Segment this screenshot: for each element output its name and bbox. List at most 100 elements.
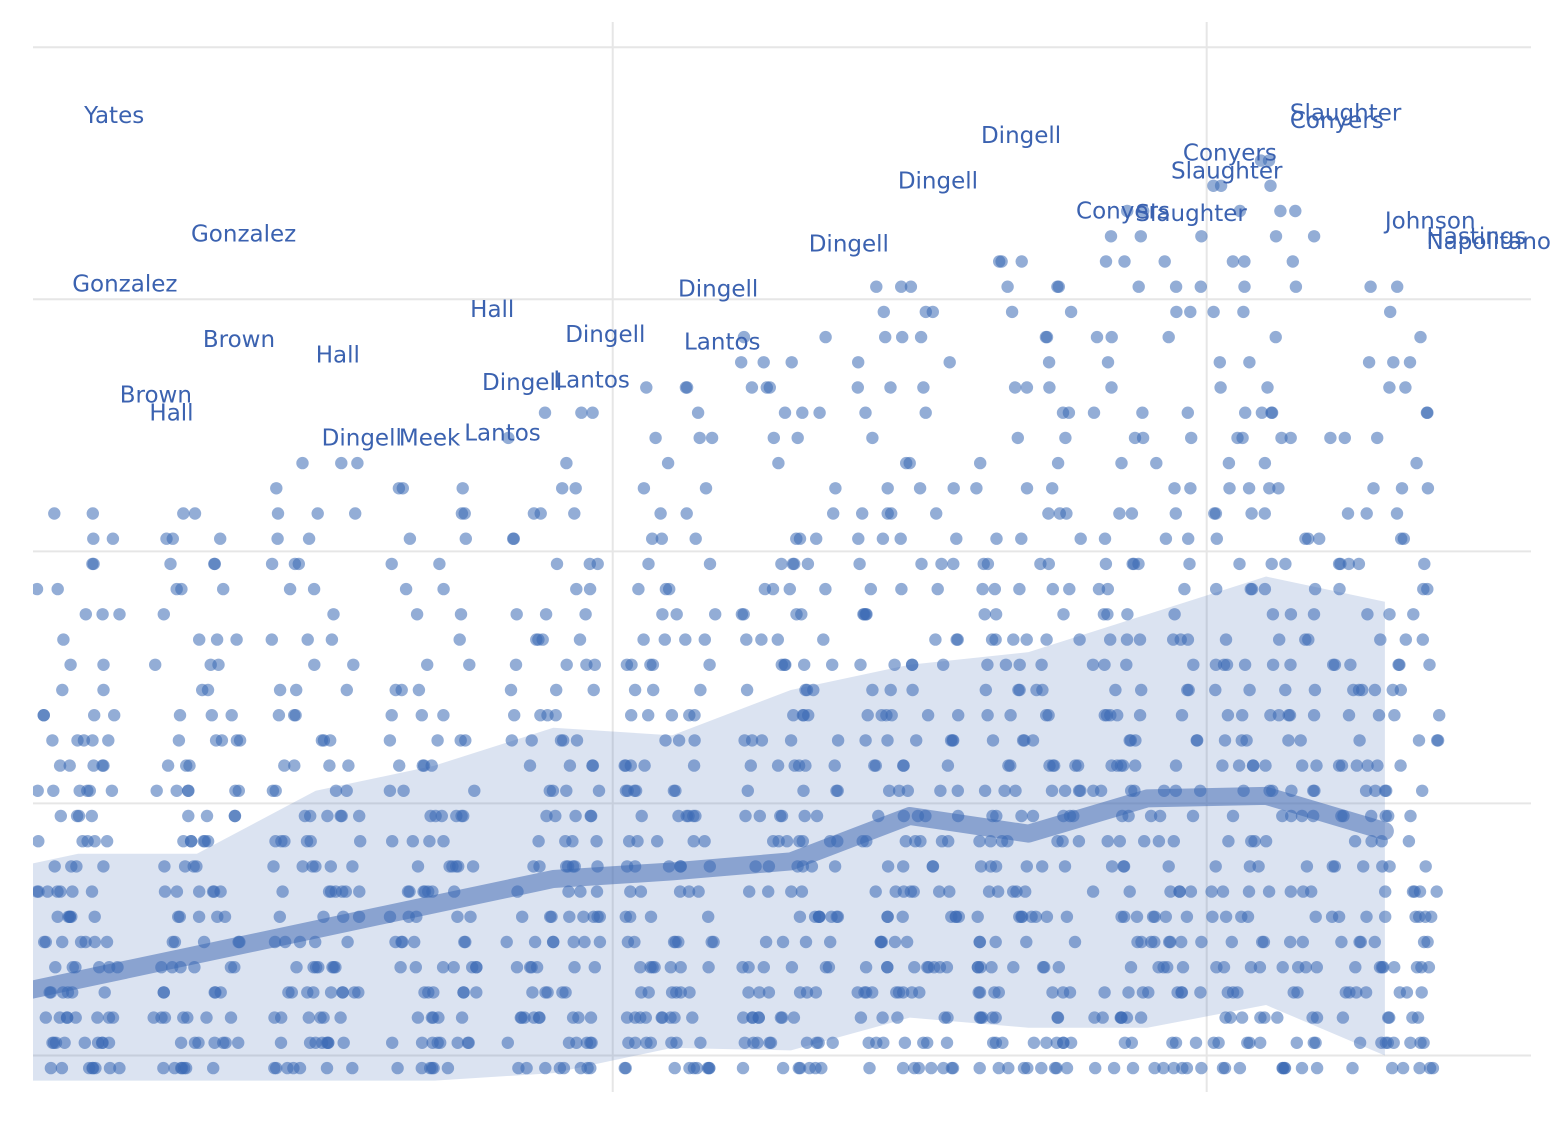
- scatter-point: [1129, 759, 1142, 772]
- scatter-point: [659, 734, 672, 747]
- scatter-point: [65, 910, 78, 923]
- scatter-point: [891, 1011, 904, 1024]
- scatter-point: [937, 1061, 950, 1075]
- scatter-point: [1073, 633, 1086, 646]
- scatter-point: [1169, 507, 1183, 520]
- scatter-point: [448, 885, 461, 898]
- scatter-point: [534, 507, 547, 520]
- scatter-point: [435, 809, 448, 823]
- scatter-point: [674, 986, 687, 999]
- scatter-point: [945, 1061, 959, 1075]
- scatter-point: [674, 961, 687, 974]
- scatter-point: [91, 1011, 104, 1024]
- scatter-point: [309, 961, 323, 974]
- scatter-point: [401, 885, 415, 898]
- scatter-point: [795, 885, 809, 898]
- scatter-point: [1233, 1061, 1247, 1075]
- scatter-point: [1115, 456, 1128, 470]
- scatter-point: [351, 456, 364, 470]
- scatter-point: [644, 910, 658, 923]
- scatter-point: [402, 910, 415, 923]
- scatter-point: [690, 1061, 704, 1075]
- scatter-point: [1284, 431, 1297, 445]
- scatter-point: [509, 658, 523, 671]
- scatter-point: [410, 608, 424, 621]
- scatter-point: [888, 935, 902, 949]
- scatter-point: [501, 1036, 514, 1050]
- scatter-point: [1255, 406, 1269, 419]
- scatter-point: [556, 986, 569, 999]
- scatter-point: [327, 608, 340, 621]
- scatter-point: [1222, 835, 1235, 848]
- scatter-point: [1002, 759, 1015, 772]
- scatter-point: [100, 935, 114, 949]
- scatter-point: [981, 709, 994, 722]
- scatter-point: [1175, 709, 1189, 722]
- scatter-point: [640, 381, 653, 394]
- scatter-point: [1284, 935, 1297, 949]
- scatter-point: [550, 683, 563, 697]
- scatter-point: [874, 935, 887, 949]
- scatter-point: [741, 784, 754, 797]
- scatter-point: [1148, 910, 1161, 923]
- scatter-point: [268, 1061, 281, 1075]
- scatter-point: [1016, 734, 1030, 747]
- scatter-point: [1272, 709, 1286, 722]
- scatter-point: [1308, 582, 1322, 596]
- scatter-point: [921, 709, 935, 722]
- scatter-point: [703, 557, 717, 571]
- scatter-point: [970, 482, 983, 495]
- scatter-point: [1042, 709, 1055, 722]
- scatter-point: [853, 557, 866, 571]
- scatter-point: [1391, 280, 1404, 293]
- scatter-point: [1359, 986, 1373, 999]
- scatter-point: [173, 709, 187, 722]
- scatter-point: [411, 1011, 425, 1024]
- scatter-point: [568, 961, 581, 974]
- scatter-point: [450, 809, 463, 823]
- scatter-point: [989, 1036, 1003, 1050]
- scatter-point: [352, 986, 365, 999]
- scatter-point: [736, 1061, 750, 1075]
- scatter-point: [817, 633, 830, 646]
- scatter-point: [1030, 683, 1043, 697]
- scatter-point: [224, 961, 238, 974]
- scatter-point: [1035, 1061, 1048, 1075]
- scatter-point: [1090, 330, 1104, 344]
- scatter-point: [1262, 885, 1276, 898]
- scatter-point: [623, 835, 636, 848]
- scatter-point: [1307, 230, 1321, 243]
- scatter-point: [79, 935, 92, 949]
- scatter-point: [102, 1011, 116, 1024]
- scatter-point: [456, 482, 469, 495]
- scatter-point: [1137, 204, 1150, 218]
- scatter-point: [1121, 608, 1134, 621]
- scatter-point: [1152, 961, 1165, 974]
- scatter-point: [1212, 1036, 1225, 1050]
- scatter-point: [585, 809, 598, 823]
- annotation-label: Meek: [399, 425, 461, 451]
- scatter-point: [232, 784, 245, 797]
- scatter-point: [679, 633, 692, 646]
- scatter-point: [1015, 532, 1028, 545]
- scatter-point: [207, 1061, 220, 1075]
- scatter-point: [1219, 910, 1233, 923]
- scatter-point: [1046, 482, 1059, 495]
- scatter-point: [562, 885, 575, 898]
- scatter-point: [321, 809, 334, 823]
- scatter-point: [1001, 280, 1014, 293]
- annotation-label: Lantos: [464, 420, 541, 446]
- scatter-point: [753, 986, 766, 999]
- scatter-point: [61, 986, 75, 999]
- scatter-point: [218, 910, 232, 923]
- scatter-point: [416, 759, 429, 772]
- scatter-point: [1130, 910, 1144, 923]
- scatter-point: [772, 456, 785, 470]
- scatter-point: [526, 986, 539, 999]
- scatter-point: [1263, 784, 1276, 797]
- scatter-point: [1098, 532, 1112, 545]
- scatter-point: [897, 860, 910, 873]
- scatter-point: [662, 860, 676, 873]
- scatter-point: [1324, 431, 1337, 445]
- scatter-point: [41, 885, 54, 898]
